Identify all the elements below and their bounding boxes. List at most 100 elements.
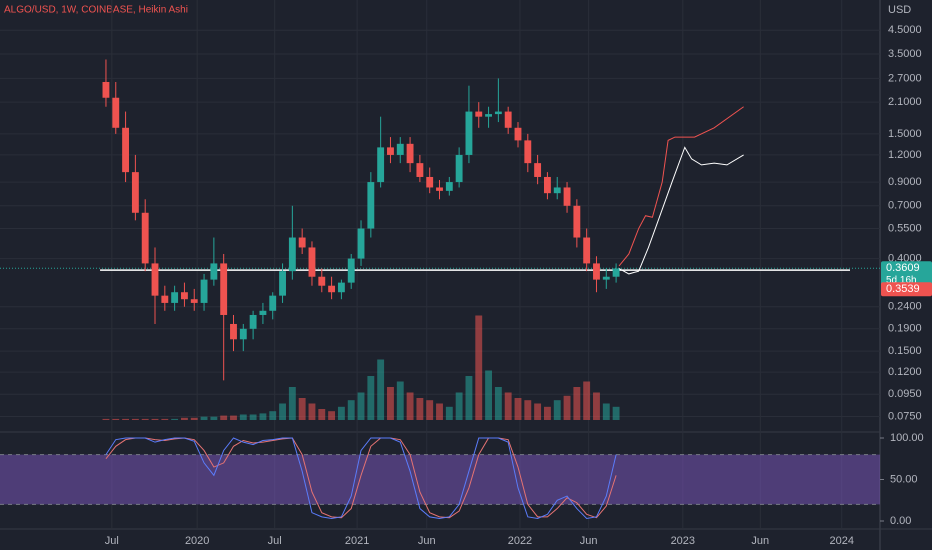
candle-body: [593, 263, 600, 280]
volume-bar: [171, 418, 179, 420]
y-tick-label: 0.0750: [888, 410, 922, 422]
volume-bar: [347, 400, 355, 420]
y-tick-label: 3.5000: [888, 48, 922, 60]
volume-bar: [112, 418, 120, 420]
candle-body: [112, 97, 120, 128]
volume-bar: [465, 376, 473, 420]
candle-body: [534, 163, 542, 177]
candle-body: [475, 111, 483, 117]
volume-bar: [308, 403, 316, 420]
candle-body: [416, 163, 424, 177]
y-tick-label: 0.2400: [888, 301, 922, 313]
volume-bar: [573, 387, 581, 420]
stoch-tick-label: 0.00: [890, 515, 911, 527]
volume-bar: [367, 376, 375, 420]
y-tick-label: 0.0950: [888, 388, 922, 400]
volume-bar: [181, 417, 188, 420]
candle-body: [553, 187, 561, 194]
candle-body: [308, 247, 316, 277]
candle-body: [190, 299, 198, 303]
volume-bar: [602, 403, 610, 420]
candle-body: [602, 276, 610, 280]
y-tick-label: 0.7000: [888, 200, 922, 212]
candle-body: [279, 271, 286, 296]
candle-body: [171, 292, 179, 303]
candle-body: [455, 154, 463, 183]
volume-bar: [249, 414, 257, 420]
candle-body: [151, 263, 159, 296]
countdown-label: 5d 16h: [886, 275, 917, 286]
candle-body: [436, 187, 443, 191]
volume-bar: [514, 398, 522, 420]
candle-body: [239, 328, 247, 340]
x-tick-label: Jun: [751, 535, 769, 547]
stoch-tick-label: 50.00: [890, 473, 918, 485]
x-tick-label: Jul: [268, 535, 282, 547]
projection-line: [618, 146, 744, 275]
volume-bar: [190, 417, 198, 420]
candle-body: [396, 143, 404, 155]
volume-bar: [259, 413, 267, 420]
volume-bar: [141, 418, 149, 420]
volume-bar: [122, 418, 130, 420]
candle-body: [210, 263, 218, 280]
candle-body: [318, 276, 326, 286]
x-tick-label: Jun: [418, 535, 436, 547]
volume-bar: [455, 392, 463, 420]
volume-bar: [406, 392, 414, 420]
volume-bar: [426, 400, 434, 420]
volume-bar: [534, 403, 542, 420]
volume-bar: [102, 418, 110, 420]
volume-bar: [220, 415, 228, 420]
candle-body: [367, 182, 375, 229]
volume-bar: [494, 387, 502, 420]
y-tick-label: 0.9000: [888, 176, 922, 188]
volume-bar: [131, 418, 139, 420]
volume-bar: [161, 418, 169, 420]
candle-body: [494, 111, 502, 115]
y-tick-label: 0.1200: [888, 366, 922, 378]
candle-body: [377, 147, 385, 183]
candle-body: [504, 111, 512, 128]
candle-body: [465, 111, 473, 155]
y-tick-label: 0.1500: [888, 345, 922, 357]
candle-body: [514, 127, 522, 141]
stoch-d-line: [105, 437, 617, 519]
last-price-label: 0.3609: [886, 262, 920, 274]
candle-body: [122, 127, 130, 173]
volume-bar: [288, 387, 296, 420]
volume-bar: [337, 406, 345, 420]
support-label: 0.3539: [886, 283, 920, 295]
x-tick-label: Jun: [580, 535, 598, 547]
y-tick-label: 2.7000: [888, 72, 922, 84]
candle-body: [249, 314, 257, 329]
stoch-band: [0, 454, 880, 505]
volume-bar: [524, 400, 532, 420]
volume-bar: [151, 418, 159, 420]
candle-body: [445, 182, 453, 191]
volume-bar: [318, 409, 326, 420]
last-price-badge: [881, 261, 932, 288]
volume-bar: [485, 370, 492, 420]
y-tick-label: 2.1000: [888, 96, 922, 108]
volume-bar: [279, 403, 286, 420]
volume-bar: [504, 392, 512, 420]
volume-bar: [436, 403, 443, 420]
y-tick-label: 1.2000: [888, 149, 922, 161]
candle-body: [131, 172, 139, 213]
candle-body: [102, 81, 110, 98]
volume-bar: [298, 398, 306, 420]
volume-bar: [387, 387, 394, 420]
candle-body: [200, 279, 208, 303]
candle-body: [357, 228, 365, 259]
volume-bar: [553, 400, 561, 420]
candle-body: [573, 205, 581, 238]
volume-bar: [563, 395, 571, 420]
candle-body: [337, 282, 345, 293]
candle-body: [387, 147, 394, 155]
currency-label: USD: [888, 4, 911, 16]
y-tick-label: 0.5500: [888, 222, 922, 234]
candle-body: [583, 237, 591, 264]
volume-bar: [445, 406, 453, 420]
